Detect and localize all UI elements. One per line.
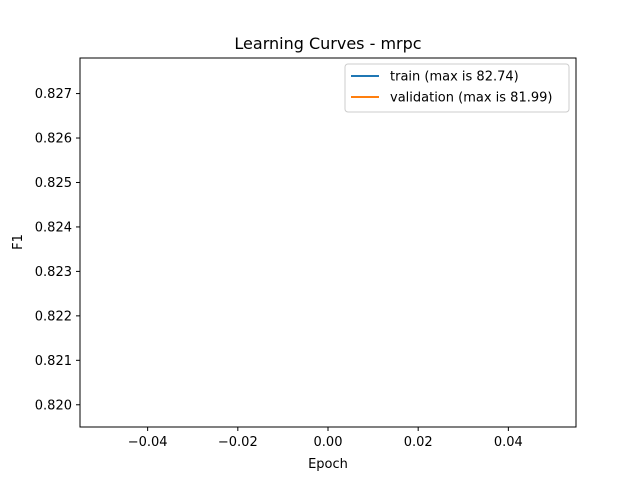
x-tick-label: −0.02 [218, 435, 258, 450]
y-tick-label: 0.821 [35, 354, 72, 369]
chart-title: Learning Curves - mrpc [234, 34, 421, 53]
legend-label: validation (max is 81.99) [390, 91, 552, 106]
x-axis: −0.04 −0.02 0.00 0.02 0.04 [128, 427, 523, 450]
y-tick-label: 0.827 [35, 87, 72, 102]
y-tick-label: 0.826 [35, 132, 72, 147]
y-tick-label: 0.822 [35, 309, 72, 324]
x-axis-label: Epoch [308, 457, 348, 472]
plot-area [79, 57, 577, 428]
legend-label: train (max is 82.74) [390, 70, 519, 85]
y-tick-label: 0.820 [35, 398, 72, 413]
legend-items: train (max is 82.74) validation (max is 8… [351, 70, 552, 106]
legend: train (max is 82.74) validation (max is 8… [344, 63, 570, 113]
y-axis: 0.820 0.821 0.822 0.823 0.824 0.825 0.826 0.827 [35, 87, 80, 413]
y-axis-label: F1 [11, 234, 26, 250]
x-tick-label: −0.04 [128, 435, 168, 450]
legend-box [344, 63, 570, 113]
y-tick-label: 0.823 [35, 265, 72, 280]
x-tick-label: 0.04 [494, 435, 523, 450]
y-tick-label: 0.825 [35, 176, 72, 191]
x-tick-label: 0.00 [314, 435, 343, 450]
x-tick-label: 0.02 [404, 435, 433, 450]
y-tick-label: 0.824 [35, 220, 72, 235]
